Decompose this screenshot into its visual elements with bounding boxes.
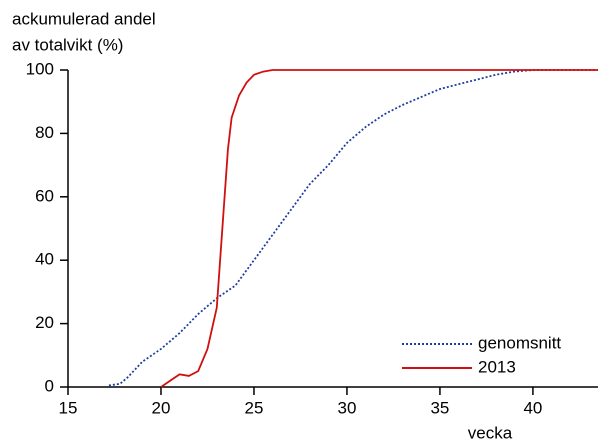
x-tick-label: 25: [245, 398, 264, 417]
y-tick-label: 60: [35, 186, 54, 205]
x-tick-label: 20: [152, 398, 171, 417]
legend-label: 2013: [478, 357, 516, 376]
y-tick-label: 40: [35, 250, 54, 269]
y-axis-label: ackumulerad andel: [12, 9, 156, 28]
y-tick-label: 80: [35, 123, 54, 142]
y-axis-label: av totalvikt (%): [12, 35, 123, 54]
x-axis-label: vecka: [468, 423, 513, 442]
x-tick-label: 15: [59, 398, 78, 417]
legend-label: genomsnitt: [478, 333, 561, 352]
series-line: [108, 69, 598, 387]
x-tick-label: 40: [523, 398, 542, 417]
series-line: [160, 69, 598, 388]
x-tick-label: 30: [337, 398, 356, 417]
x-tick-label: 35: [430, 398, 449, 417]
y-tick-label: 0: [45, 376, 54, 395]
y-tick-label: 20: [35, 313, 54, 332]
y-tick-label: 100: [26, 59, 54, 78]
